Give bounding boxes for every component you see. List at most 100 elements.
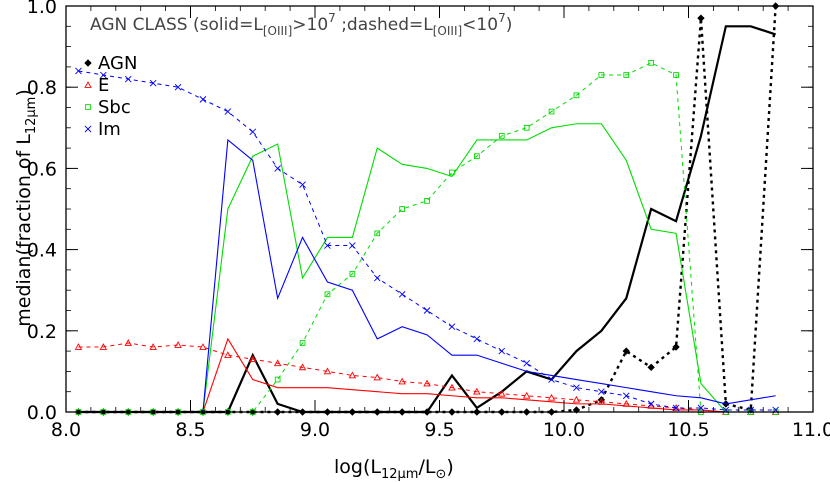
series-e-point <box>497 389 506 397</box>
series-sbc-point <box>474 153 480 160</box>
series-sbc-point <box>648 59 655 66</box>
series-im-point <box>124 75 132 83</box>
series-im-point <box>349 242 356 249</box>
series-layer <box>74 2 780 416</box>
series-e-point <box>174 341 182 348</box>
series-e-solid-line <box>78 337 776 413</box>
series-sbc-point <box>598 72 605 78</box>
legend-sbc-label: Sbc <box>98 97 131 118</box>
series-sbc-solid-line <box>78 123 776 413</box>
series-sbc-point <box>349 271 356 277</box>
x-tick-label: 8.5 <box>175 419 205 441</box>
y-tick-label: 0.2 <box>27 321 57 343</box>
series-agn-point <box>622 347 630 355</box>
series-e-point <box>323 367 332 375</box>
legend-agn-label: AGN <box>98 53 137 74</box>
x-tick-label: 10.0 <box>543 419 585 441</box>
series-sbc-point <box>548 108 555 115</box>
series-e-point <box>224 351 232 359</box>
axes-layer: 8.0 8.5 9.0 9.5 10.0 10.5 11.0 0.0 0.2 0.4 0.6 0.8 1… <box>27 0 830 441</box>
legend-e-label: E <box>98 75 109 96</box>
series-im-point <box>647 400 655 408</box>
x-tick-label: 9.5 <box>424 419 454 441</box>
x-tick-label: 9.0 <box>300 419 330 441</box>
legend-im-label: Im <box>98 119 121 140</box>
series-sbc-dashed-line <box>78 62 776 413</box>
series-agn-point <box>672 343 680 351</box>
series-im-point <box>697 404 705 412</box>
series-im-point <box>548 376 555 383</box>
series-im-point <box>398 290 406 298</box>
legend-im-marker <box>84 125 92 133</box>
y-tick-label: 0.4 <box>27 240 57 262</box>
series-im-point <box>672 404 680 412</box>
series-im-point <box>473 335 481 343</box>
series-sbc-point <box>324 291 331 298</box>
series-im-point <box>75 67 82 75</box>
series-e-point <box>199 343 207 350</box>
series-agn-point <box>697 14 705 22</box>
series-im-point <box>573 384 580 391</box>
y-axis-title: median(fraction of L12μm) <box>13 89 39 327</box>
series-sbc-point <box>623 72 630 78</box>
series-im-point <box>274 165 281 172</box>
series-e-point <box>373 373 382 381</box>
series-im-point <box>498 347 506 355</box>
series-im-point <box>324 242 331 249</box>
series-im-solid-line <box>78 138 776 413</box>
series-im-point <box>373 274 381 282</box>
y-tick-label: 0.8 <box>27 77 57 99</box>
series-sbc-point <box>573 92 580 99</box>
x-tick-label: 8.0 <box>51 419 81 441</box>
series-e-point <box>74 343 83 350</box>
series-e-point <box>423 379 431 387</box>
series-e-point <box>99 343 108 350</box>
annotation: AGN CLASS (solid=L[OIII]>107 ;dashed=L[O… <box>90 11 512 38</box>
series-e-point <box>149 343 157 350</box>
legend-e-marker <box>84 81 92 88</box>
series-im-dashed-line <box>78 70 776 411</box>
series-im-point <box>100 71 107 79</box>
series-im-point <box>224 108 232 115</box>
series-e-point <box>622 399 631 407</box>
x-axis-title: log(L12μm/L⊙) <box>334 456 454 482</box>
y-tick-label: 0.6 <box>27 158 57 180</box>
series-e-dashed-line <box>78 342 776 413</box>
series-agn-point <box>647 363 655 372</box>
series-e-point <box>448 383 456 391</box>
series-sbc-point <box>673 72 679 78</box>
x-tick-label: 10.5 <box>667 419 709 441</box>
series-sbc-point <box>498 133 505 139</box>
series-e-point <box>473 387 481 395</box>
series-im-point <box>423 307 431 314</box>
series-sbc-point <box>274 376 281 383</box>
legend-agn-marker <box>84 59 92 67</box>
series-e-point <box>398 377 406 385</box>
series-sbc-point <box>399 206 406 212</box>
legend-sbc-marker <box>85 104 91 110</box>
y-tick-label: 0.0 <box>27 402 57 424</box>
series-agn-solid-line <box>78 25 776 414</box>
series-e-point <box>273 359 282 367</box>
series-sbc-point <box>523 124 530 131</box>
series-e-point <box>124 339 133 346</box>
x-tick-label: 11.0 <box>792 419 830 441</box>
series-im-point <box>174 83 182 91</box>
series-e-point <box>572 395 581 403</box>
series-e-point <box>248 355 257 363</box>
series-agn-dashed-line <box>78 5 777 414</box>
series-e-point <box>522 391 531 399</box>
series-e-point <box>348 371 357 379</box>
series-sbc-point <box>449 169 455 176</box>
series-im-point <box>598 388 605 396</box>
series-im-point <box>622 392 630 400</box>
y-tick-label: 1.0 <box>27 0 57 18</box>
series-e-point <box>298 363 307 371</box>
series-sbc-point <box>374 230 381 237</box>
series-sbc-point <box>424 198 430 204</box>
series-e-point <box>547 393 556 401</box>
series-im-point <box>249 128 257 136</box>
series-im-point <box>523 359 530 367</box>
